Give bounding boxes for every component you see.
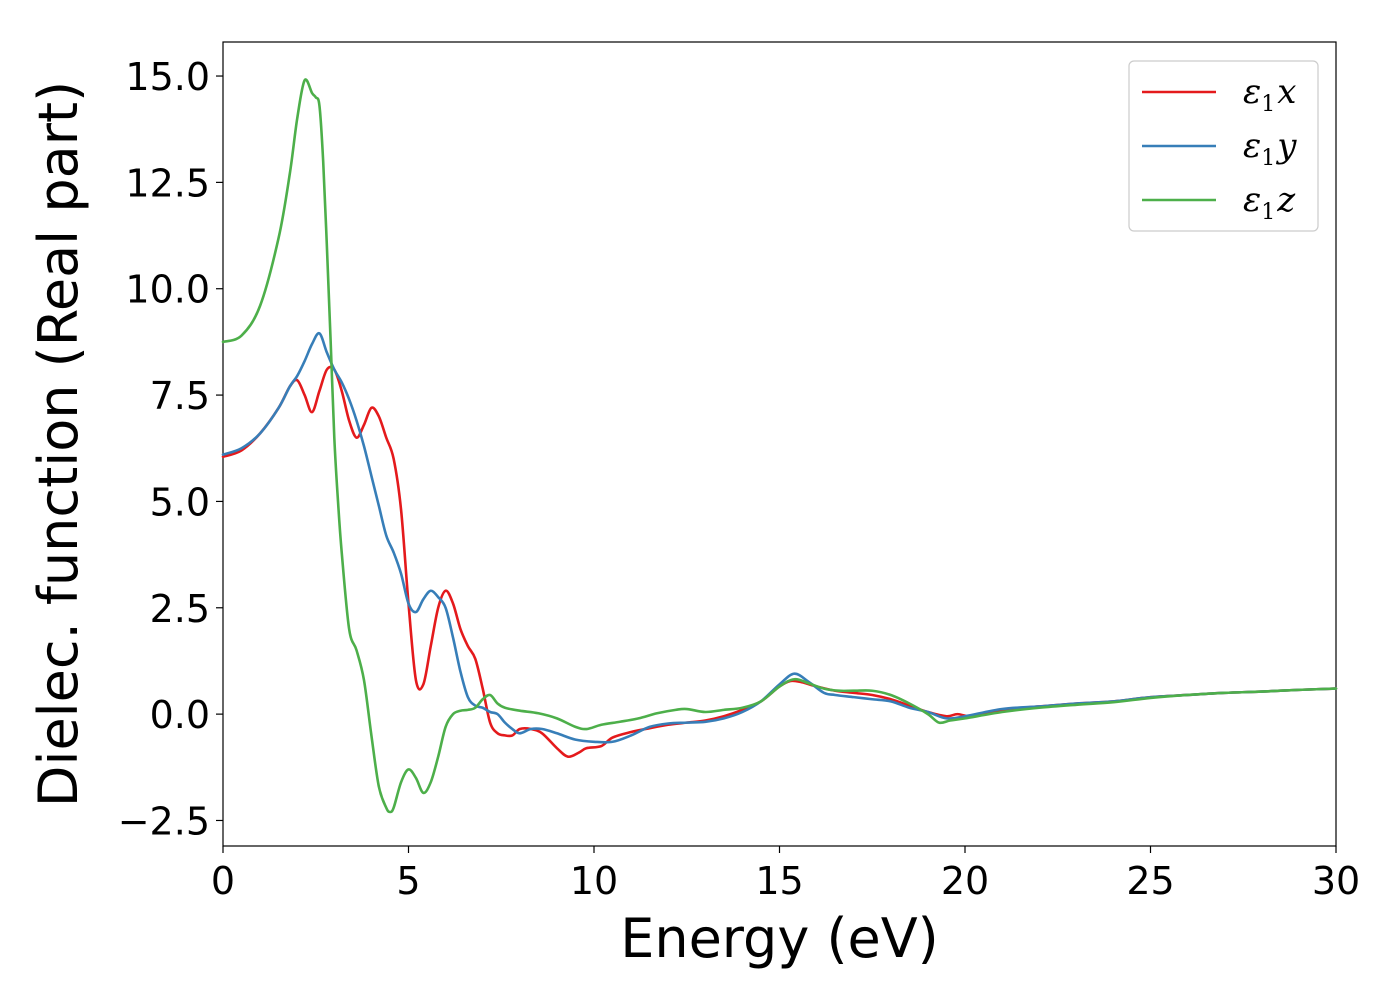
series-line-x xyxy=(221,365,1338,759)
y-tick-label: 12.5 xyxy=(125,161,210,205)
x-tick-label: 30 xyxy=(1312,859,1360,903)
legend-symbol: ε xyxy=(1243,180,1261,220)
x-tick-label: 20 xyxy=(941,859,989,903)
y-axis: −2.5 0.0 2.5 5.0 7.5 10.0 12.5 15.0 xyxy=(118,55,223,843)
x-axis: 0 5 10 15 20 25 30 xyxy=(211,846,1360,903)
legend-variable: z xyxy=(1276,180,1296,220)
y-tick-label: 0.0 xyxy=(150,693,210,737)
y-tick-label: 5.0 xyxy=(150,480,210,524)
series-layer xyxy=(221,78,1338,814)
y-tick-label: 2.5 xyxy=(150,587,210,631)
y-axis-label: Dielec. function (Real part) xyxy=(27,81,90,807)
series-line-z xyxy=(221,78,1338,814)
legend-subscript: 1 xyxy=(1261,92,1275,117)
x-tick-label: 0 xyxy=(211,859,235,903)
legend-label: ε1z xyxy=(1243,180,1296,225)
y-tick-label: 15.0 xyxy=(125,55,210,99)
y-tick-label: −2.5 xyxy=(118,799,210,843)
x-tick-label: 5 xyxy=(396,859,420,903)
y-tick-label: 10.0 xyxy=(125,268,210,312)
legend-symbol: ε xyxy=(1243,126,1261,166)
legend-subscript: 1 xyxy=(1261,146,1275,171)
series-line-y xyxy=(221,331,1338,744)
legend-variable: y xyxy=(1275,126,1297,166)
legend-variable: x xyxy=(1277,72,1296,112)
legend-subscript: 1 xyxy=(1261,200,1275,225)
legend-label: ε1y xyxy=(1243,126,1297,171)
legend-box xyxy=(1128,60,1319,232)
legend-label: ε1x xyxy=(1243,72,1296,117)
x-tick-label: 25 xyxy=(1126,859,1174,903)
x-axis-label: Energy (eV) xyxy=(620,907,939,970)
y-tick-label: 7.5 xyxy=(150,374,210,418)
x-tick-label: 15 xyxy=(755,859,803,903)
legend-symbol: ε xyxy=(1243,72,1261,112)
x-tick-label: 10 xyxy=(570,859,618,903)
